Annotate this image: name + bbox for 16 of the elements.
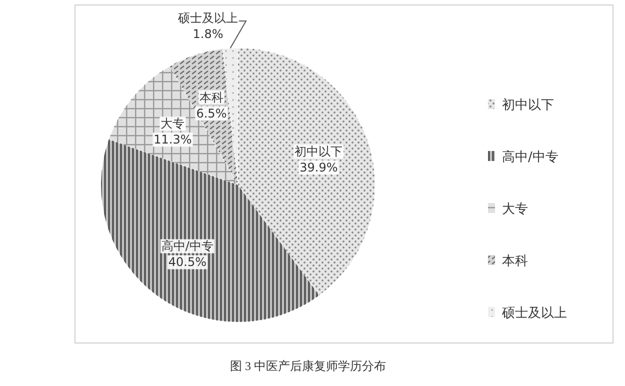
- legend-label: 大专: [502, 202, 528, 217]
- slice-label: 硕士及以上: [177, 11, 238, 25]
- data-label: 40.5%: [168, 255, 206, 270]
- data-label: 1.8%: [192, 27, 224, 41]
- data-label: 11.3%: [154, 132, 192, 147]
- slice-label: 大专: [160, 116, 185, 131]
- legend-label: 本科: [502, 254, 528, 269]
- slice-label: 初中以下: [294, 144, 343, 158]
- slice-label: 本科: [200, 90, 224, 104]
- data-label: 39.9%: [300, 160, 338, 174]
- slice-label: 高中/中专: [161, 239, 214, 254]
- legend-label: 初中以下: [502, 98, 554, 113]
- caption: 图 3 中医产后康复师学历分布: [230, 359, 386, 373]
- data-label: 6.5%: [196, 106, 227, 120]
- legend-label: 硕士及以上: [501, 306, 567, 321]
- legend-label: 高中/中专: [502, 149, 558, 165]
